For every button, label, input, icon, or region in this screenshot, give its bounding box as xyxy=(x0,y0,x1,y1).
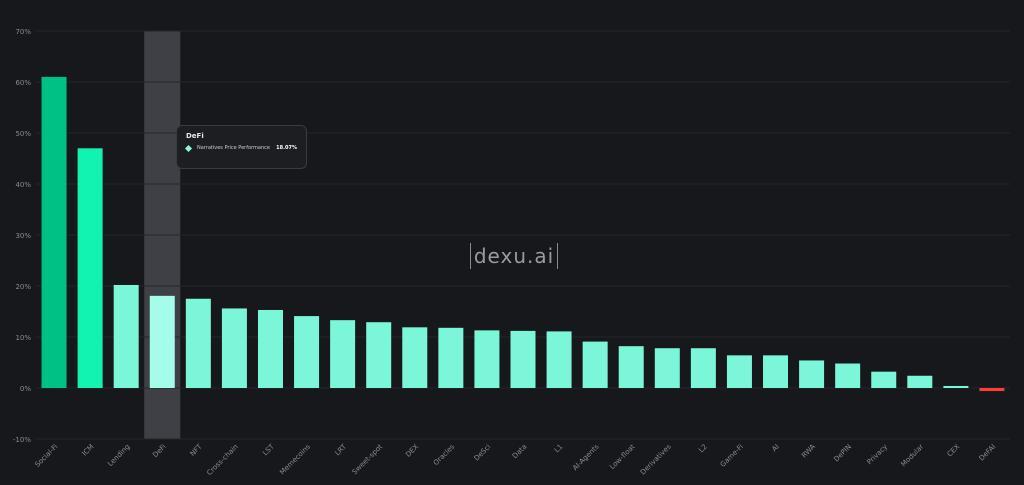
x-tick-label: Low-float xyxy=(608,443,636,471)
x-tick-label: L2 xyxy=(697,443,709,455)
x-tick-label: Cross-chain xyxy=(205,443,239,477)
bar xyxy=(618,346,644,388)
x-tick-label: Social-Fi xyxy=(33,443,59,469)
bar xyxy=(763,355,789,388)
x-tick-label: LRT xyxy=(334,442,349,457)
tooltip-value: 18.07% xyxy=(276,145,297,151)
bar xyxy=(366,322,392,388)
y-tick-label: 10% xyxy=(15,334,31,342)
bar xyxy=(149,295,175,388)
bar xyxy=(799,360,825,388)
bar xyxy=(330,320,356,388)
bar xyxy=(582,341,608,388)
tooltip: DeFi Narratives Price Performance 18.07% xyxy=(176,125,307,169)
y-tick-label: 20% xyxy=(15,283,31,291)
bar xyxy=(510,330,536,388)
bar xyxy=(907,375,933,388)
bar xyxy=(943,385,969,388)
bar xyxy=(726,355,752,388)
x-tick-label: Modular xyxy=(900,443,926,469)
x-tick-label: DePIN xyxy=(832,443,853,464)
x-tick-label: DeSci xyxy=(473,443,493,463)
bar xyxy=(113,284,139,388)
x-tick-label: NFT xyxy=(189,442,205,458)
bar xyxy=(546,331,572,388)
x-tick-label: LST xyxy=(261,442,276,457)
x-tick-label: Oracles xyxy=(432,443,457,468)
y-tick-label: 40% xyxy=(15,181,31,189)
x-tick-label: Game-Fi xyxy=(719,443,745,469)
bar xyxy=(871,371,897,388)
bar xyxy=(294,316,320,388)
x-tick-label: RWA xyxy=(800,443,817,460)
y-tick-label: 70% xyxy=(15,28,31,36)
x-tick-label: Data xyxy=(511,443,528,460)
x-tick-label: Memecoins xyxy=(278,443,312,477)
x-tick-label: Sweet-spot xyxy=(351,443,385,477)
bar xyxy=(221,308,247,388)
bar xyxy=(979,388,1005,392)
x-tick-label: DEX xyxy=(404,443,420,459)
x-tick-label: AI-Agents xyxy=(571,443,601,473)
bar xyxy=(257,309,283,388)
tooltip-series-label: Narratives Price Performance xyxy=(197,145,270,151)
bar xyxy=(690,348,716,388)
x-tick-label: Privacy xyxy=(866,443,890,467)
series-marker-icon xyxy=(184,144,193,152)
bar xyxy=(474,330,500,388)
y-tick-label: 0% xyxy=(20,385,31,393)
x-tick-label: Derivatives xyxy=(639,443,673,477)
watermark-logo: dexu.ai xyxy=(470,243,558,269)
bar xyxy=(835,363,861,388)
x-tick-label: CEX xyxy=(946,443,962,459)
x-tick-label: AI xyxy=(770,443,781,454)
y-tick-label: -10% xyxy=(13,436,31,444)
bar xyxy=(185,298,211,388)
y-tick-label: 50% xyxy=(15,130,31,138)
bar xyxy=(654,348,680,388)
x-tick-label: ICM xyxy=(81,443,96,458)
x-tick-label: DeFAI xyxy=(978,443,998,463)
x-tick-label: DeFi xyxy=(151,443,167,459)
x-tick-label: L1 xyxy=(553,443,565,455)
tooltip-title: DeFi xyxy=(186,132,204,140)
bar xyxy=(402,327,428,388)
bar xyxy=(41,76,67,389)
tooltip-row: Narratives Price Performance 18.07% xyxy=(184,144,297,152)
bar xyxy=(438,327,464,388)
y-tick-label: 60% xyxy=(15,79,31,87)
y-tick-label: 30% xyxy=(15,232,31,240)
bar xyxy=(77,148,103,388)
x-tick-label: Lending xyxy=(106,443,131,468)
